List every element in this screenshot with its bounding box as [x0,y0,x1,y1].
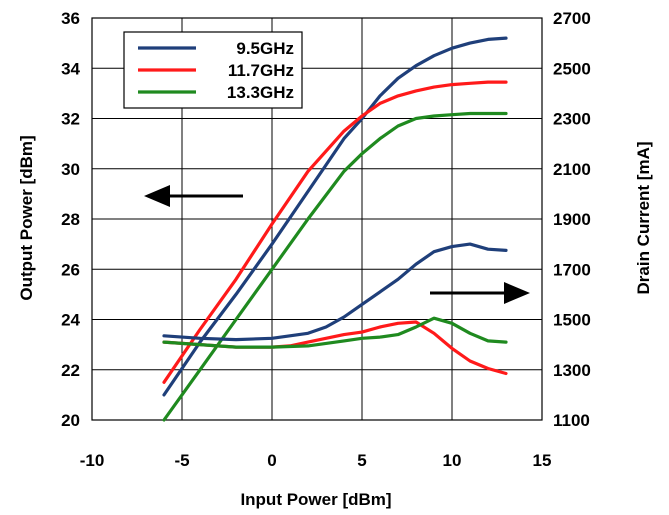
right-y-tick-label: 2300 [553,110,591,129]
left-y-tick-label: 32 [61,110,80,129]
left-y-tick-label: 22 [61,361,80,380]
right-y-axis-title: Drain Current [mA] [634,141,653,294]
legend-label: 9.5GHz [236,39,294,58]
x-tick-label: -5 [174,451,189,470]
series-line-output-power-9-5ghz [162,36,508,397]
legend-label: 13.3GHz [227,83,294,102]
left-y-axis-title: Output Power [dBm] [17,135,36,300]
left-y-tick-label: 34 [61,59,80,78]
right-y-tick-label: 2700 [553,9,591,28]
right-y-tick-label: 1100 [553,411,590,430]
left-y-tick-label: 30 [61,160,80,179]
left-y-tick-label: 26 [61,260,80,279]
axis-arrows [144,185,530,304]
left-y-tick-label: 36 [61,9,80,28]
x-tick-label: 10 [443,451,462,470]
plot-frame [91,17,543,421]
x-axis-title: Input Power [dBm] [240,490,391,509]
x-tick-label: 15 [533,451,552,470]
right-y-tick-label: 2500 [553,59,591,78]
left-y-tick-label: 28 [61,210,80,229]
x-tick-label: 5 [357,451,366,470]
tick-labels: -10 -5 0 5 10 15 20 22 24 26 28 30 32 34 36 1100 1300 150… [61,9,591,470]
right-y-tick-label: 2100 [553,160,591,179]
x-tick-label: 0 [267,451,276,470]
x-tick-label: -10 [80,451,105,470]
right-y-tick-label: 1700 [553,260,591,279]
series-line-drain-current-9-5ghz [162,242,508,342]
series-lines [162,36,508,422]
legend: 9.5GHz 11.7GHz 13.3GHz [123,31,303,109]
left-y-tick-label: 24 [61,311,80,330]
series-line-output-power-13-3ghz [162,111,508,422]
right-y-tick-label: 1900 [553,210,591,229]
right-arrow-icon [504,282,530,304]
series-line-drain-current-13-3ghz [162,316,508,349]
left-arrow-icon [144,185,170,207]
left-y-tick-label: 20 [61,411,80,430]
right-y-tick-label: 1300 [553,361,591,380]
gridlines [92,18,542,420]
right-y-tick-label: 1500 [553,311,591,330]
series-line-output-power-11-7ghz [162,80,508,384]
legend-label: 11.7GHz [228,61,294,80]
